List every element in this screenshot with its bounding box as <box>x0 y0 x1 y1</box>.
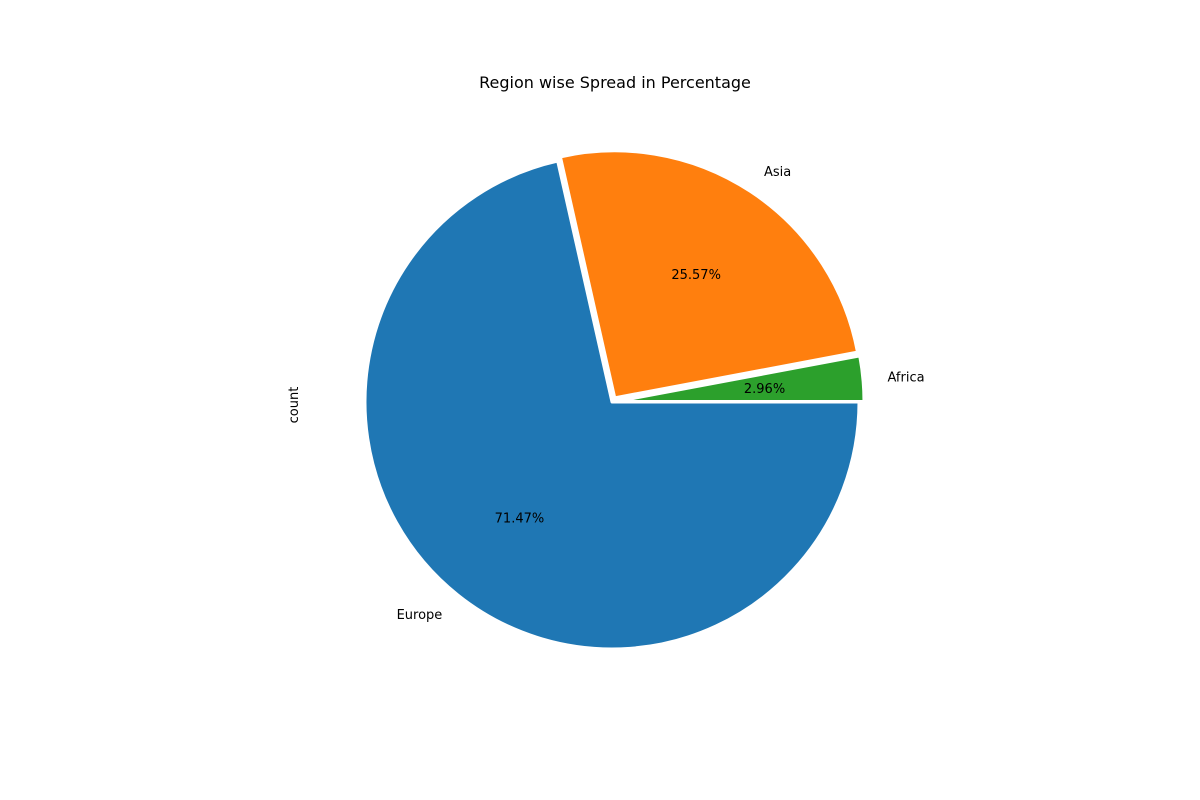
slice-label-europe: Europe <box>397 608 443 623</box>
pie-slices <box>363 149 866 651</box>
slice-label-asia: Asia <box>764 165 791 180</box>
slice-percent-africa: 2.96% <box>744 382 785 397</box>
slice-percent-asia: 25.57% <box>671 268 721 283</box>
y-axis-label: count <box>287 387 302 424</box>
pie-slice-europe <box>363 159 861 651</box>
slice-label-africa: Africa <box>888 370 925 385</box>
chart-title: Region wise Spread in Percentage <box>479 73 751 92</box>
pie-slice-africa <box>615 354 866 404</box>
pie-labels: Europe 71.47% Asia 25.57% Africa 2.96% <box>397 165 925 623</box>
pie-slice-asia <box>558 149 859 400</box>
slice-percent-europe: 71.47% <box>495 512 545 527</box>
